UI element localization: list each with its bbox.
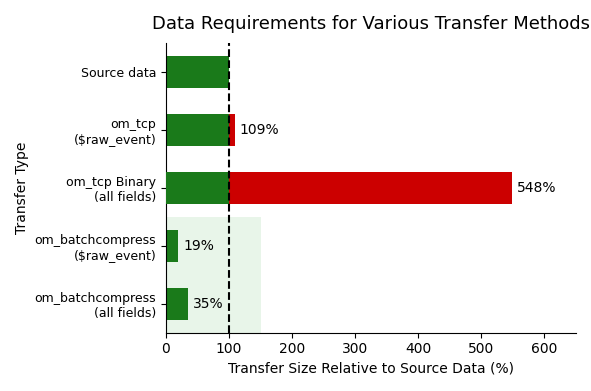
Bar [166,288,188,320]
Text: 109%: 109% [240,123,280,137]
Text: 548%: 548% [517,181,556,195]
Bar [229,114,235,146]
Bar [166,230,178,262]
Text: 19%: 19% [183,239,214,253]
Y-axis label: Transfer Type: Transfer Type [15,142,29,234]
Bar [166,217,261,333]
Bar [166,172,229,204]
Title: Data Requirements for Various Transfer Methods: Data Requirements for Various Transfer M… [152,15,590,33]
Bar [166,56,229,88]
Bar [166,172,512,204]
Text: 35%: 35% [193,297,223,311]
Bar [166,114,229,146]
X-axis label: Transfer Size Relative to Source Data (%): Transfer Size Relative to Source Data (%… [228,362,514,376]
